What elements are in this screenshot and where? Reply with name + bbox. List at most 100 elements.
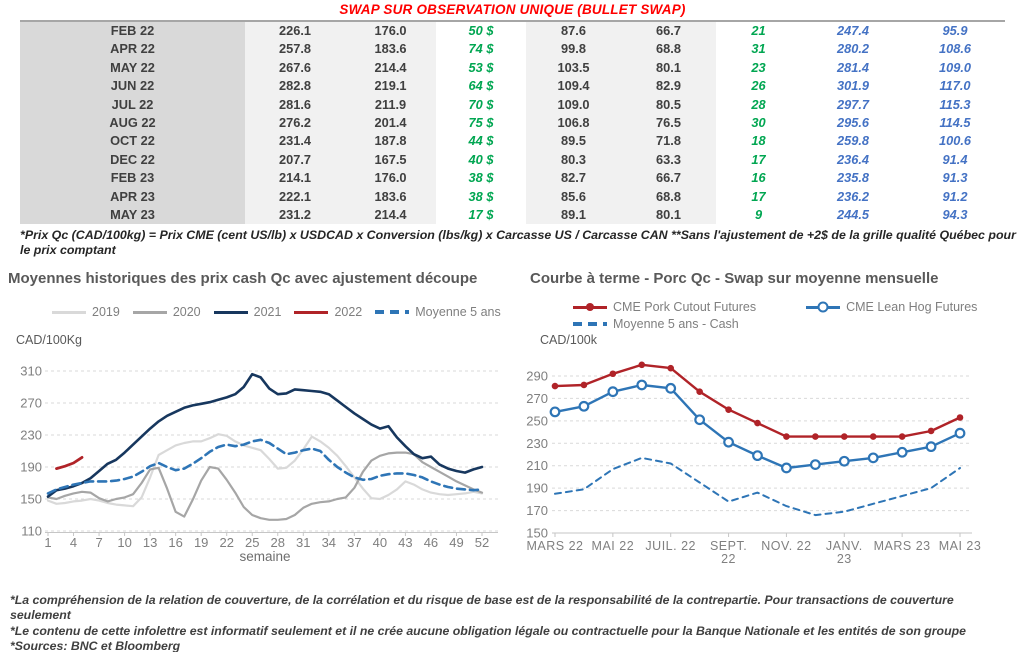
svg-text:22: 22 [219, 535, 233, 550]
svg-text:10: 10 [117, 535, 131, 550]
legend-line-swatch [806, 301, 841, 313]
table-cell-value: 201.4 [345, 113, 436, 133]
table-cell-value: 231.4 [245, 132, 345, 151]
legend-label: 2020 [172, 305, 201, 319]
svg-text:NOV. 22: NOV. 22 [761, 539, 811, 553]
table-cell-value: 236.4 [836, 151, 870, 167]
table-cell-value: 91.3 [942, 170, 968, 186]
table-cell-value: 176.0 [345, 169, 436, 188]
table-cell-month: APR 22 [20, 40, 245, 59]
table-cell-value: 70 $ [468, 96, 494, 112]
svg-text:190: 190 [20, 460, 42, 475]
table-cell-value: 183.6 [345, 187, 436, 206]
legend-label: CME Lean Hog Futures [846, 300, 978, 314]
series-moyenne-5-ans [46, 438, 484, 495]
table-cell-value: 236.2 [836, 188, 870, 204]
svg-text:MAI 23: MAI 23 [939, 539, 982, 553]
table-cell-value: 80.3 [526, 150, 621, 170]
table-cell-value: 99.8 [526, 40, 621, 59]
table-cell-value: 281.4 [836, 59, 870, 75]
table-cell-value: 87.6 [526, 22, 621, 41]
table-cell-value: 66.7 [621, 169, 716, 188]
table-cell-value: 21 [751, 23, 766, 38]
svg-text:210: 210 [526, 458, 548, 473]
table-cell-value: 231.2 [245, 205, 345, 225]
table-cell-value: 80.1 [621, 205, 716, 225]
table-cell-value: 117.0 [939, 78, 971, 94]
table-cell-value: 244.5 [836, 206, 870, 222]
table-cell-value: 17 [751, 188, 766, 204]
series-2020 [46, 451, 484, 521]
legend-item: CME Pork Cutout Futures [573, 300, 756, 314]
svg-text:270: 270 [526, 391, 548, 406]
table-cell-value: 114.5 [939, 114, 971, 130]
table-cell-month: MAY 23 [20, 205, 245, 225]
table-cell-value: 89.1 [526, 205, 621, 225]
table-cell-value: 26 [751, 78, 766, 94]
svg-text:190: 190 [526, 481, 548, 496]
table-cell-value: 38 $ [468, 188, 494, 204]
table-cell-value: 109.4 [526, 77, 621, 96]
legend-item: Moyenne 5 ans [375, 305, 501, 319]
table-cell-value: 68.8 [621, 40, 716, 59]
table-cell-value: 257.8 [245, 40, 345, 59]
table-cell-value: 17 $ [468, 206, 494, 222]
svg-text:34: 34 [322, 535, 336, 550]
table-cell-month: FEB 22 [20, 22, 245, 41]
table-cell-value: 85.6 [526, 187, 621, 206]
swap-table: FEB 22 226.1 176.0 50 $87.6 66.7 21 247.4 95.9 A… [20, 20, 1005, 225]
bottom-footnotes: *La compréhension de la relation de couv… [10, 593, 1015, 652]
table-cell-value: 80.1 [621, 58, 716, 78]
legend-dashed-line-swatch [573, 322, 607, 326]
table-cell-value: 211.9 [345, 95, 436, 114]
svg-text:290: 290 [526, 369, 548, 384]
legend-dashed-line-swatch [375, 310, 410, 314]
legend-line-swatch [573, 303, 607, 311]
table-footnote: *Prix Qc (CAD/100kg) = Prix CME (cent US… [20, 228, 1016, 257]
table-cell-value: 167.5 [345, 150, 436, 170]
svg-text:250: 250 [526, 413, 548, 428]
svg-text:16: 16 [168, 535, 182, 550]
svg-text:37: 37 [347, 535, 361, 550]
svg-text:31: 31 [296, 535, 310, 550]
table-cell-month: DEC 22 [20, 150, 245, 170]
table-cell-value: 18 [751, 133, 766, 149]
series-2022 [55, 456, 84, 470]
svg-text:270: 270 [20, 396, 42, 411]
table-cell-value: 68.8 [621, 187, 716, 206]
legend-line-swatch [132, 310, 167, 314]
series-2021 [46, 372, 484, 498]
svg-text:46: 46 [424, 535, 438, 550]
table-cell-value: 38 $ [468, 170, 494, 186]
svg-text:19: 19 [194, 535, 208, 550]
table-cell-value: 115.3 [939, 96, 971, 112]
table-cell-value: 207.7 [245, 150, 345, 170]
svg-text:43: 43 [398, 535, 412, 550]
table-cell-value: 80.5 [621, 95, 716, 114]
legend-item: 2022 [294, 305, 362, 319]
table-cell-value: 219.1 [345, 77, 436, 96]
table-cell-month: FEB 23 [20, 169, 245, 188]
table-cell-value: 109.0 [526, 95, 621, 114]
legend-item: Moyenne 5 ans - Cash [573, 317, 739, 331]
table-cell-value: 280.2 [836, 41, 870, 57]
table-cell-value: 226.1 [245, 22, 345, 41]
table-cell-value: 95.9 [942, 23, 968, 38]
svg-text:150: 150 [526, 526, 548, 541]
table-cell-value: 183.6 [345, 40, 436, 59]
table-cell-value: 63.3 [621, 150, 716, 170]
table-cell-value: 31 [751, 41, 766, 57]
svg-text:49: 49 [449, 535, 463, 550]
table-cell-value: 276.2 [245, 113, 345, 133]
right-chart-plot: 150 170 190 210 230 250 270 290 MARS 22 MAI 22 JUI… [526, 361, 981, 566]
series-2019 [46, 433, 484, 508]
table-cell-value: 74 $ [468, 41, 494, 57]
svg-text:JANV.: JANV. [826, 539, 863, 553]
table-cell-value: 100.6 [938, 133, 972, 149]
legend-label: 2021 [253, 305, 282, 319]
table-cell-value: 106.8 [526, 113, 621, 133]
table-cell-value: 297.7 [836, 96, 870, 112]
svg-text:13: 13 [143, 535, 157, 550]
table-cell-value: 187.8 [345, 132, 436, 151]
table-cell-value: 71.8 [621, 132, 716, 151]
